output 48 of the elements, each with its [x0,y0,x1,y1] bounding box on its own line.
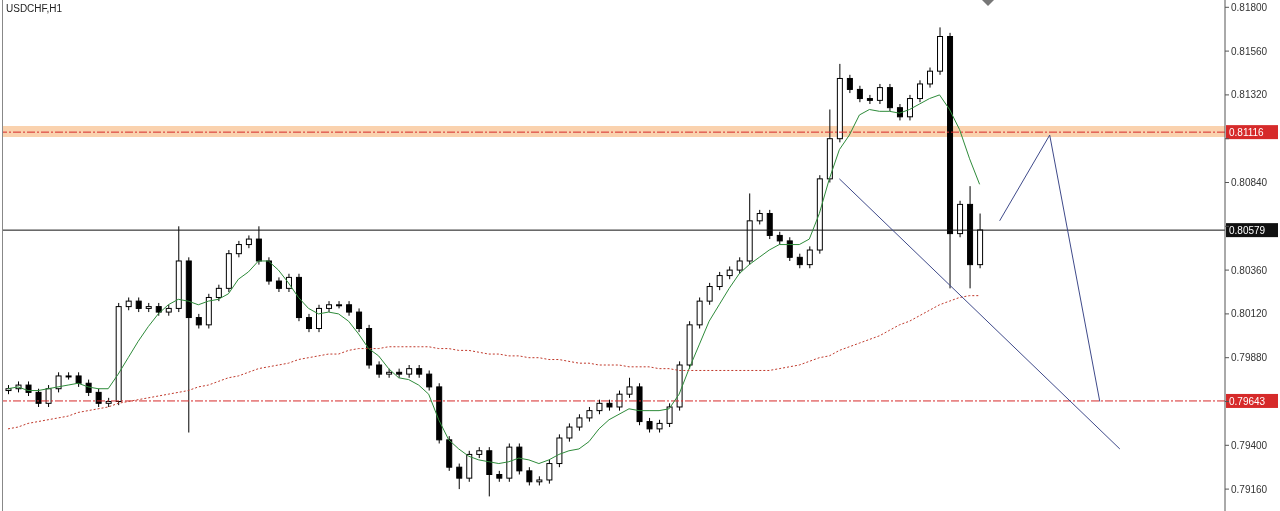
candlestick [526,466,533,486]
candlestick [486,446,493,497]
y-tick-label: 0.80840 [1231,177,1268,189]
candlestick [386,368,393,379]
candlestick [666,402,673,428]
candlestick [866,94,873,105]
candlestick [906,94,913,121]
candlestick [626,377,633,399]
candlestick [255,225,262,266]
candlestick [846,74,853,94]
ref-line-label: 0.81116 [1229,127,1265,139]
candlestick [786,236,793,262]
y-tick-label: 0.80120 [1231,308,1268,320]
y-tick-label: 0.80360 [1231,264,1268,276]
candlestick [916,79,923,103]
candlestick [876,83,883,105]
ref-line-label: 0.80579 [1229,225,1266,237]
candlestick [886,83,893,112]
candlestick [566,422,573,443]
y-tick-label: 0.81800 [1231,1,1268,13]
candlestick [706,282,713,306]
candlestick [326,300,333,313]
candlestick [806,245,813,269]
candlestick [396,368,403,379]
candlestick [245,234,252,249]
candlestick [265,256,272,286]
y-tick-label: 0.81560 [1231,45,1268,57]
candlestick [305,313,312,333]
candlestick [766,209,773,240]
candlestick [466,450,473,483]
y-tick-label: 0.79160 [1231,483,1268,495]
candlestick [516,442,523,475]
candlestick [696,296,703,329]
candlestick [356,307,363,333]
candlestick [546,459,553,485]
y-tick-label: 0.81320 [1231,89,1268,101]
candlestick [316,304,323,333]
candlestick [336,300,343,309]
line-series [7,295,981,430]
line-series [7,94,981,465]
ref-line-label: 0.79643 [1229,395,1266,407]
y-tick-label: 0.79400 [1231,439,1268,451]
candlestick [426,369,433,392]
candlestick [456,463,463,490]
candlestick [716,271,723,291]
y-tick-label: 0.79880 [1231,352,1268,364]
chart-title: USDCHF,H1 [6,3,63,14]
candlestick [927,67,934,89]
